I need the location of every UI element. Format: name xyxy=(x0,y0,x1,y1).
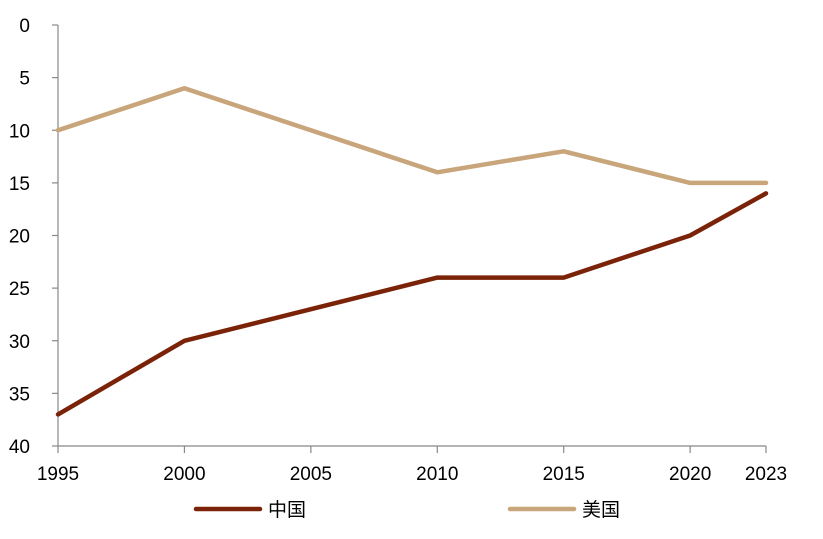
series-line-1 xyxy=(55,85,769,186)
series-line-0 xyxy=(55,191,769,417)
legend: 中国 美国 xyxy=(193,499,620,521)
axes: 0 5 10 15 20 25 30 35 40 1995 2000 2005 2010 2015 2020… xyxy=(9,16,787,485)
x-tick-label: 2010 xyxy=(416,464,458,485)
x-tick-label: 2015 xyxy=(543,464,585,485)
legend-label: 中国 xyxy=(268,499,306,521)
y-tick-label: 30 xyxy=(9,332,30,353)
x-tick-label: 2000 xyxy=(163,464,205,485)
y-tick-label: 10 xyxy=(9,121,30,142)
x-tick-label: 1995 xyxy=(37,464,79,485)
x-tick-label: 2005 xyxy=(290,464,332,485)
y-tick-label: 20 xyxy=(9,227,30,248)
x-tick-label: 2023 xyxy=(745,464,787,485)
y-tick-label: 5 xyxy=(19,69,30,90)
y-tick-label: 40 xyxy=(9,437,30,458)
y-tick-label: 15 xyxy=(9,174,30,195)
x-tick-label: 2020 xyxy=(669,464,711,485)
y-tick-label: 25 xyxy=(9,279,30,300)
y-tick-label: 0 xyxy=(19,16,30,37)
series-lines xyxy=(55,85,769,417)
y-tick-label: 35 xyxy=(9,384,30,405)
legend-label: 美国 xyxy=(582,499,620,521)
